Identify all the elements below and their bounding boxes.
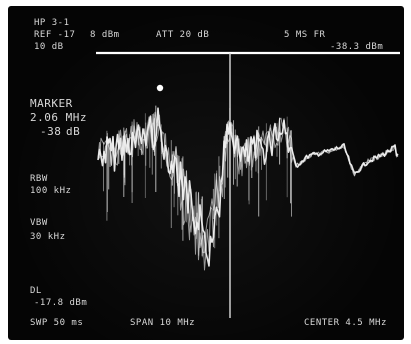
rbw-label: RBW [30,174,48,184]
display-line-label: DL [30,286,42,296]
marker-dot [156,84,164,92]
vbw-label: VBW [30,218,48,228]
analyzer-screen: HP 3-1 REF -17 8 dBm ATT 20 dB 10 dB 5 M… [8,6,404,340]
spectrum-plot [96,51,400,318]
ref-level-label: REF -17 [34,30,76,40]
sweep-time-label: SWP 50 ms [30,318,84,328]
display-line-value: -17.8 dBm [34,298,88,308]
scale-label: 10 dB [34,42,64,52]
marker-label: MARKER [30,97,73,110]
marker-top-level: -38.3 dBm [330,42,384,52]
marker-frequency: 2.06 MHz [30,111,87,124]
vbw-value: 30 kHz [30,232,66,242]
marker-top-readout: 5 MS FR [284,30,326,40]
spectrum-trace-segment [97,113,399,271]
spectrum-trace [97,105,399,271]
rbw-value: 100 kHz [30,186,72,196]
center-frequency-label: CENTER 4.5 MHz [304,318,387,328]
attenuation-label: ATT 20 dB [156,30,210,40]
span-label: SPAN 10 MHz [130,318,196,328]
ref-unit-label: 8 dBm [90,30,120,40]
marker-unit: dB [66,125,81,138]
model-label: HP 3-1 [34,18,70,28]
marker-level: -38 [40,125,62,138]
spectrum-trace-segment [97,107,399,267]
